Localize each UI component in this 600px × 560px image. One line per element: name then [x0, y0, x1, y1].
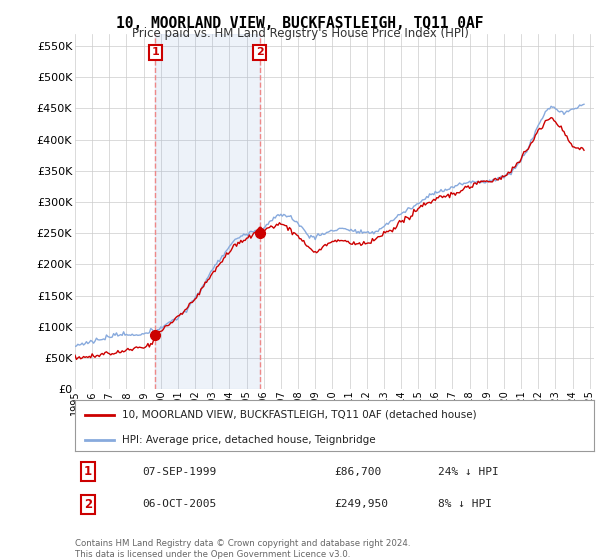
Bar — [155, 34, 260, 389]
Text: 10, MOORLAND VIEW, BUCKFASTLEIGH, TQ11 0AF (detached house): 10, MOORLAND VIEW, BUCKFASTLEIGH, TQ11 0… — [122, 409, 476, 419]
Text: 8% ↓ HPI: 8% ↓ HPI — [438, 500, 492, 509]
Text: Contains HM Land Registry data © Crown copyright and database right 2024.
This d: Contains HM Land Registry data © Crown c… — [75, 539, 410, 559]
Text: 1: 1 — [152, 47, 160, 57]
Text: HPI: Average price, detached house, Teignbridge: HPI: Average price, detached house, Teig… — [122, 435, 376, 445]
Text: 06-OCT-2005: 06-OCT-2005 — [142, 500, 217, 509]
Text: 10, MOORLAND VIEW, BUCKFASTLEIGH, TQ11 0AF: 10, MOORLAND VIEW, BUCKFASTLEIGH, TQ11 0… — [116, 16, 484, 31]
Text: 1: 1 — [84, 465, 92, 478]
Text: £86,700: £86,700 — [335, 467, 382, 477]
Text: £249,950: £249,950 — [335, 500, 389, 509]
Text: 2: 2 — [84, 498, 92, 511]
Text: 07-SEP-1999: 07-SEP-1999 — [142, 467, 217, 477]
Text: Price paid vs. HM Land Registry's House Price Index (HPI): Price paid vs. HM Land Registry's House … — [131, 27, 469, 40]
Text: 24% ↓ HPI: 24% ↓ HPI — [438, 467, 499, 477]
Text: 2: 2 — [256, 47, 263, 57]
